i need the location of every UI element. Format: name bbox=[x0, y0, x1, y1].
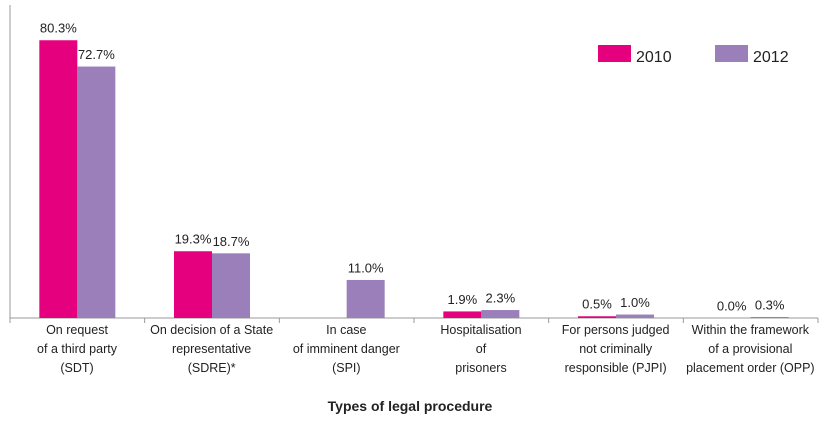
bar bbox=[39, 40, 78, 318]
value-label: 2.3% bbox=[486, 290, 516, 305]
x-axis-title: Types of legal procedure bbox=[327, 398, 493, 414]
x-tick-label: On request of a third party (SDT) bbox=[37, 323, 117, 375]
value-label: 1.0% bbox=[620, 295, 650, 310]
value-label: 80.3% bbox=[40, 21, 77, 36]
value-label: 1.9% bbox=[448, 292, 478, 307]
bar bbox=[750, 316, 789, 318]
bar bbox=[212, 253, 250, 318]
x-tick-label: Hospitalisation of prisoners bbox=[440, 323, 522, 375]
value-label: 18.7% bbox=[213, 234, 250, 249]
legend-label: 2012 bbox=[753, 49, 789, 66]
x-tick-label: On decision of a State representative (S… bbox=[150, 323, 274, 375]
legend-swatch bbox=[715, 45, 748, 62]
bar bbox=[174, 251, 212, 318]
bar bbox=[616, 314, 654, 318]
bar bbox=[481, 310, 520, 318]
value-label: 11.0% bbox=[348, 260, 384, 275]
value-label: 0.5% bbox=[582, 297, 612, 312]
value-label: 0.3% bbox=[755, 297, 785, 312]
x-tick-label: Within the framework of a provisional pl… bbox=[686, 323, 815, 375]
value-label: 0.0% bbox=[717, 298, 747, 313]
x-tick-label: For persons judged not criminally respon… bbox=[561, 323, 670, 375]
value-label: 19.3% bbox=[175, 232, 212, 247]
legend-label: 2010 bbox=[636, 49, 672, 66]
bar bbox=[443, 311, 482, 318]
bar bbox=[346, 279, 385, 318]
value-label: 72.7% bbox=[78, 47, 115, 62]
bar bbox=[578, 316, 616, 318]
bar bbox=[77, 66, 116, 319]
x-tick-label: In case of imminent danger (SPI) bbox=[292, 323, 400, 375]
legend-swatch bbox=[598, 45, 631, 62]
